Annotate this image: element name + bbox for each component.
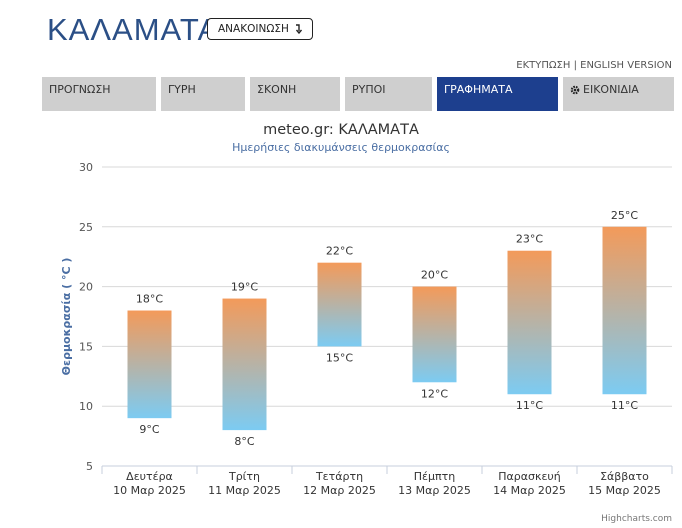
tab-label: ΠΡΟΓΝΩΣΗ (49, 83, 111, 96)
max-temp-label: 23°C (516, 233, 543, 246)
y-tick-label: 15 (79, 340, 93, 353)
chart-title: meteo.gr: ΚΑΛΑΜΑΤΑ (263, 122, 419, 138)
tab-pollutants[interactable]: ΡΥΠΟΙ (345, 77, 432, 111)
arrow-down-icon (295, 24, 302, 34)
tab-label: ΣΚΟΝΗ (257, 83, 297, 96)
x-tick-day-label: Δευτέρα (126, 470, 173, 483)
highcharts-credits[interactable]: Highcharts.com (601, 514, 672, 524)
city-title: ΚΑΛΑΜΑΤΑ (47, 12, 220, 47)
y-tick-label: 10 (79, 400, 93, 413)
x-tick-day-label: Πέμπτη (414, 470, 455, 483)
tab-bar: ΠΡΟΓΝΩΣΗ ΓΥΡΗ ΣΚΟΝΗ ΡΥΠΟΙ ΓΡΑΦΗΜΑΤΑ ΕΙΚΟ… (42, 77, 674, 111)
tab-label: ΓΡΑΦΗΜΑΤΑ (444, 83, 513, 96)
min-temp-label: 9°C (139, 423, 159, 436)
temperature-range-bar (412, 286, 457, 383)
x-tick-date-label: 15 Μαρ 2025 (588, 484, 661, 497)
temperature-range-bar (127, 310, 172, 419)
max-temp-label: 20°C (421, 269, 448, 282)
min-temp-label: 12°C (421, 387, 448, 400)
tab-dust[interactable]: ΣΚΟΝΗ (250, 77, 340, 111)
tab-label: ΡΥΠΟΙ (352, 83, 386, 96)
x-tick-date-label: 14 Μαρ 2025 (493, 484, 566, 497)
announcement-button[interactable]: ΑΝΑΚΟΙΝΩΣΗ (207, 18, 313, 40)
announcement-label: ΑΝΑΚΟΙΝΩΣΗ (218, 23, 289, 35)
x-tick-date-label: 13 Μαρ 2025 (398, 484, 471, 497)
tab-label: ΕΙΚΟΝΙΔΙΑ (583, 83, 639, 96)
min-temp-label: 11°C (516, 399, 543, 412)
y-tick-label: 25 (79, 221, 93, 234)
y-axis-label: Θερμοκρασία ( °C ) (60, 258, 73, 376)
temperature-range-bar (507, 250, 552, 395)
gear-icon (570, 85, 580, 95)
y-tick-label: 30 (79, 161, 93, 174)
max-temp-label: 19°C (231, 281, 258, 294)
y-tick-label: 20 (79, 281, 93, 294)
min-temp-label: 8°C (234, 435, 254, 448)
max-temp-label: 18°C (136, 293, 163, 306)
temperature-range-bar (602, 226, 647, 395)
y-tick-label: 5 (86, 460, 93, 473)
min-temp-label: 11°C (611, 399, 638, 412)
x-tick-day-label: Σάββατο (600, 470, 649, 483)
temperature-range-bar (222, 298, 267, 431)
x-tick-day-label: Τετάρτη (315, 470, 363, 483)
chart-subtitle: Ημερήσιες διακυμάνσεις θερμοκρασίας (232, 141, 450, 154)
tab-label: ΓΥΡΗ (168, 83, 196, 96)
english-version-link[interactable]: ENGLISH VERSION (580, 60, 672, 71)
tab-charts[interactable]: ΓΡΑΦΗΜΑΤΑ (437, 77, 558, 111)
x-tick-date-label: 12 Μαρ 2025 (303, 484, 376, 497)
max-temp-label: 22°C (326, 245, 353, 258)
print-link[interactable]: ΕΚΤΥΠΩΣΗ (516, 60, 571, 71)
tab-icons[interactable]: ΕΙΚΟΝΙΔΙΑ (563, 77, 674, 111)
top-links: ΕΚΤΥΠΩΣΗ | ENGLISH VERSION (516, 60, 672, 71)
link-separator: | (573, 60, 577, 71)
min-temp-label: 15°C (326, 351, 353, 364)
x-tick-date-label: 10 Μαρ 2025 (113, 484, 186, 497)
tab-pollen[interactable]: ΓΥΡΗ (161, 77, 245, 111)
max-temp-label: 25°C (611, 209, 638, 222)
x-tick-day-label: Παρασκευή (498, 470, 561, 483)
x-tick-day-label: Τρίτη (228, 470, 260, 483)
x-tick-date-label: 11 Μαρ 2025 (208, 484, 281, 497)
tab-forecast[interactable]: ΠΡΟΓΝΩΣΗ (42, 77, 156, 111)
temperature-range-bar (317, 262, 362, 347)
